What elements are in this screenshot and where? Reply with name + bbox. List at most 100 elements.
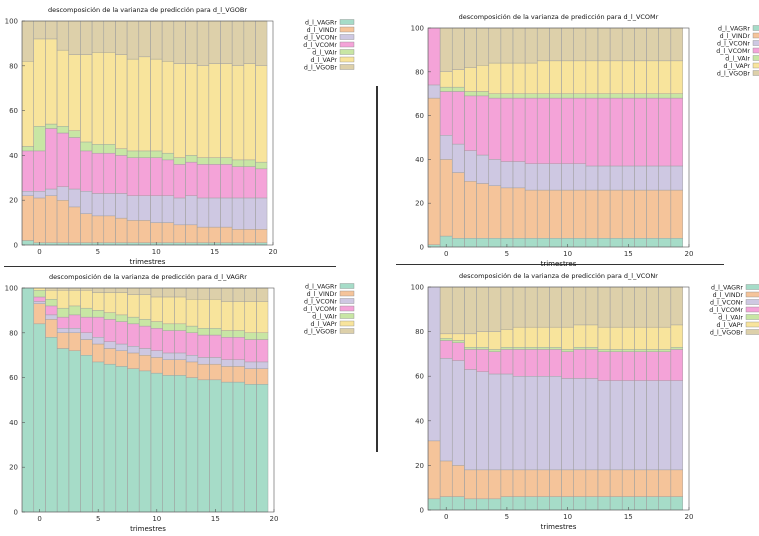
bar-segment	[452, 91, 465, 145]
bar-segment	[103, 193, 116, 217]
bar-segment	[452, 360, 465, 466]
bar-segment	[33, 323, 46, 513]
bar-segment	[561, 286, 574, 328]
x-tick-label: 10	[563, 250, 572, 258]
bar-segment	[150, 321, 163, 329]
bar-segment	[488, 349, 501, 352]
bar-segment	[525, 189, 538, 239]
bar-segment	[452, 172, 465, 239]
bar-segment	[68, 54, 81, 131]
bar-segment	[21, 150, 34, 192]
bar-segment	[488, 62, 501, 94]
bar-segment	[80, 316, 93, 333]
bar-segment	[658, 97, 671, 167]
bar-segment	[573, 27, 586, 62]
bar-segment	[476, 347, 489, 350]
bar-segment	[162, 195, 174, 223]
legend-swatch	[752, 70, 759, 76]
bar-segment	[476, 27, 489, 66]
bar-segment	[537, 326, 550, 348]
bar-segment	[115, 287, 128, 293]
bar-segment	[232, 366, 245, 383]
legend-swatch	[745, 291, 759, 298]
bar-segment	[197, 287, 210, 300]
bar-segment	[221, 337, 234, 360]
bar-segment	[103, 312, 116, 320]
bar-segment	[658, 349, 671, 352]
bar-segment	[440, 71, 453, 88]
y-tick-label: 60	[415, 112, 424, 120]
bar-segment	[255, 229, 268, 243]
bar-segment	[186, 287, 198, 300]
bar-segment	[127, 287, 140, 295]
bar-segment	[220, 164, 233, 199]
bar-segment	[646, 27, 659, 62]
bar-segment	[56, 20, 69, 51]
bar-segment	[512, 161, 526, 189]
bar-segment	[185, 195, 198, 226]
bar-segment	[549, 27, 562, 62]
y-tick-label: 100	[5, 285, 18, 293]
bar-segment	[33, 290, 46, 298]
bar-segment	[68, 305, 81, 316]
legend-label: d_l_VCONr	[717, 41, 750, 48]
bar-segment	[150, 58, 163, 152]
bar-segment	[209, 328, 222, 336]
bar-segment	[80, 287, 93, 291]
bar-segment	[173, 197, 186, 226]
legend-swatch	[339, 305, 355, 312]
bar-segment	[488, 351, 501, 375]
bar-segment	[658, 165, 671, 191]
bar-segment	[464, 91, 477, 97]
bar-segment	[549, 97, 562, 164]
bar-segment	[476, 183, 489, 239]
bar-segment	[610, 326, 623, 350]
y-tick-label: 20	[9, 464, 18, 472]
x-tick-label: 15	[624, 250, 633, 258]
bar-segment	[634, 189, 647, 239]
bar-segment	[512, 496, 526, 511]
bar-segment	[634, 165, 647, 191]
bar-segment	[208, 197, 221, 228]
bar-segment	[33, 191, 46, 199]
bar-segment	[162, 323, 175, 331]
bar-segment	[670, 238, 684, 248]
legend-swatch	[339, 64, 355, 70]
bar-segment	[634, 97, 647, 167]
bar-segment	[452, 143, 465, 173]
bar-segment	[537, 189, 550, 239]
bar-segment	[185, 161, 198, 196]
bar-segment	[597, 60, 611, 94]
bar-segment	[221, 301, 234, 331]
plot-frame	[427, 27, 690, 248]
bar-segment	[525, 97, 538, 164]
bar-segment	[103, 319, 116, 342]
bar-segment	[610, 27, 623, 62]
bar-segment	[537, 375, 550, 471]
bar-segment	[115, 366, 128, 513]
bar-segment	[561, 60, 574, 94]
bar-segment	[243, 229, 256, 243]
bar-segment	[427, 97, 441, 246]
bar-segment	[127, 294, 140, 318]
bar-segment	[244, 339, 257, 363]
bar-segment	[127, 346, 140, 354]
bar-segment	[256, 361, 269, 369]
bar-segment	[670, 60, 684, 94]
bar-segment	[488, 27, 501, 64]
bar-segment	[610, 496, 623, 511]
bar-segment	[512, 93, 526, 99]
bar-segment	[197, 242, 209, 246]
bar-segment	[549, 60, 562, 94]
bar-segment	[80, 150, 93, 192]
bar-segment	[127, 352, 140, 369]
bar-segment	[138, 195, 151, 221]
chart-title: descomposición de la varianza de predicc…	[459, 13, 659, 21]
bar-segment	[440, 135, 453, 160]
bar-segment	[174, 359, 187, 376]
bar-segment	[56, 49, 69, 127]
bar-segment	[68, 290, 81, 307]
legend-label: d_l_VCOMr	[709, 307, 743, 314]
bar-segment	[150, 328, 163, 351]
bar-segment	[476, 498, 489, 511]
